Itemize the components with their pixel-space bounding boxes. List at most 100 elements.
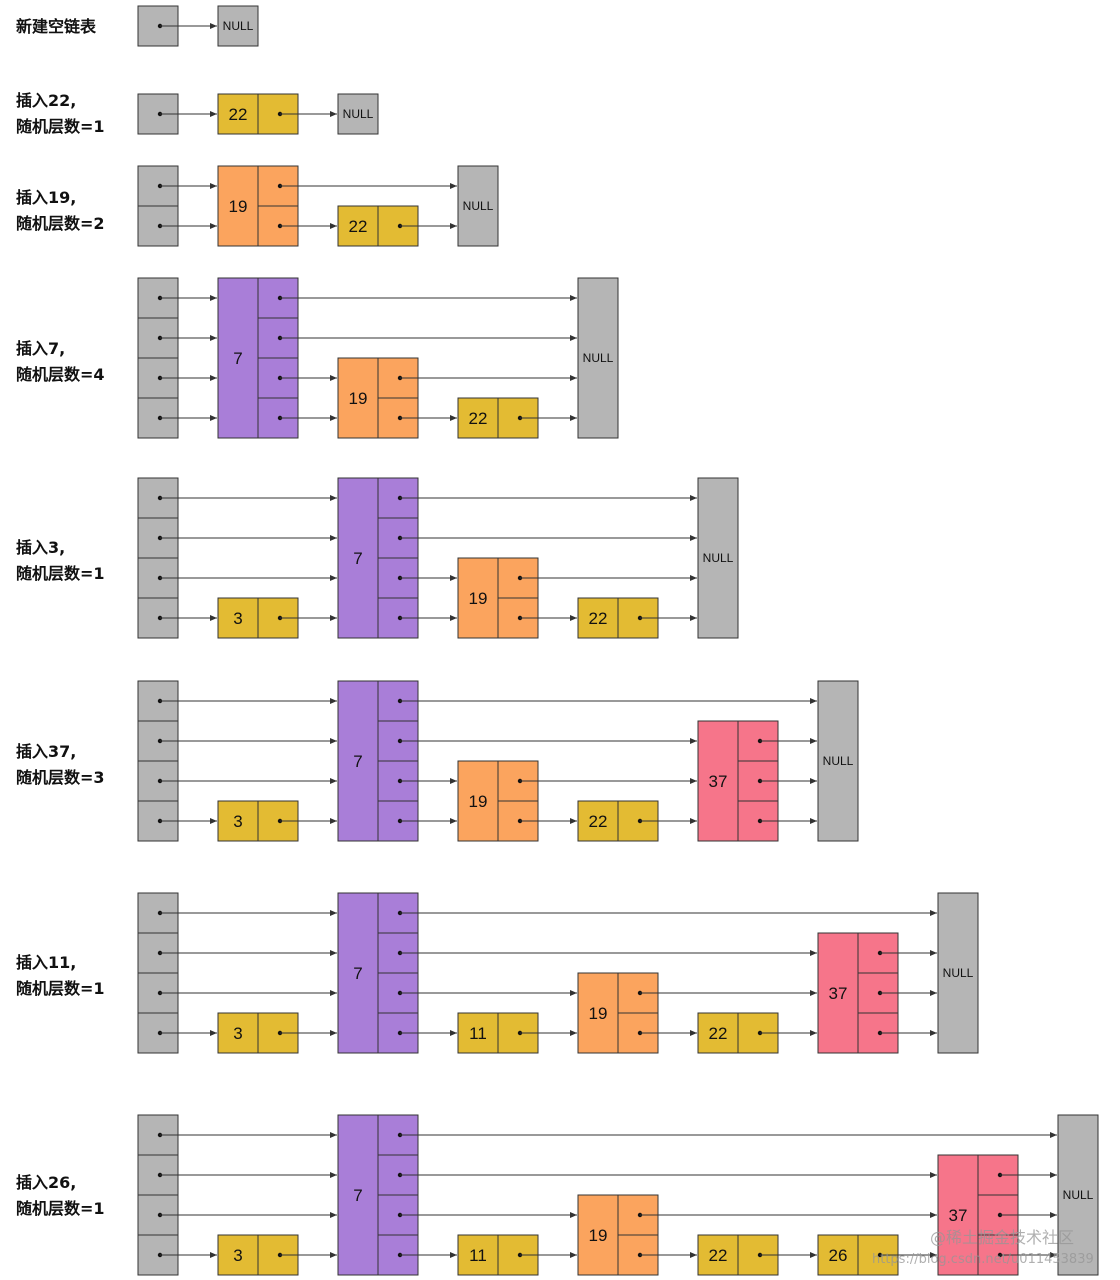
node-value: 3 (233, 1246, 242, 1265)
node-value: 19 (229, 197, 248, 216)
skip-node: 37 (937, 1154, 1019, 1276)
null-label: NULL (1063, 1188, 1094, 1202)
node-value: 22 (589, 812, 608, 831)
node-value: 26 (829, 1246, 848, 1265)
node-value-cell (697, 1234, 739, 1276)
skip-node: 11 (457, 1234, 539, 1276)
head-node (137, 277, 179, 439)
skip-node: 19 (577, 1194, 659, 1276)
node-value-cell (817, 1234, 859, 1276)
node-value: 7 (353, 964, 362, 983)
null-node (337, 93, 379, 135)
node-value: 7 (353, 1186, 362, 1205)
node-value-cell (337, 205, 379, 247)
node-value: 3 (233, 1024, 242, 1043)
null-node (217, 5, 259, 47)
node-value-cell (337, 477, 379, 639)
node-value: 19 (589, 1226, 608, 1245)
node-value-cell (457, 760, 499, 842)
skip-node: 7 (337, 680, 419, 842)
head-node (137, 680, 179, 842)
null-label: NULL (703, 551, 734, 565)
skip-node: 7 (337, 477, 419, 639)
node-value-cell (217, 1012, 259, 1054)
node-value-cell (817, 932, 859, 1054)
node-value-cell (457, 1234, 499, 1276)
node-value-cell (937, 1154, 979, 1276)
skip-node: 7 (337, 1114, 419, 1276)
null-label: NULL (943, 966, 974, 980)
node-value: 7 (353, 549, 362, 568)
skip-node: 19 (217, 165, 299, 247)
watermark: @稀土掘金技术社区 (930, 1228, 1075, 1247)
skip-node: 37 (697, 720, 779, 842)
node-value-cell (217, 1234, 259, 1276)
skip-list-step: NULL (137, 5, 259, 47)
null-label: NULL (463, 199, 494, 213)
null-node (577, 277, 619, 439)
node-value: 19 (469, 792, 488, 811)
node-value: 22 (349, 217, 368, 236)
skip-list-step: 3 7 19 22 NULL (137, 477, 739, 639)
skip-list-step: 19 22 NULL (137, 165, 499, 247)
node-value-cell (337, 357, 379, 439)
skip-node: 19 (457, 557, 539, 639)
node-value: 37 (709, 772, 728, 791)
head-node (137, 892, 179, 1054)
null-label: NULL (583, 351, 614, 365)
node-value-cell (217, 800, 259, 842)
skip-node: 19 (457, 760, 539, 842)
node-value: 22 (709, 1246, 728, 1265)
node-value: 11 (469, 1024, 487, 1043)
null-node (817, 680, 859, 842)
node-value: 22 (469, 409, 488, 428)
node-value-cell (217, 277, 259, 439)
node-value-cell (577, 1194, 619, 1276)
node-value: 22 (709, 1024, 728, 1043)
node-value-cell (457, 1012, 499, 1054)
null-node (937, 892, 979, 1054)
node-value: 19 (469, 589, 488, 608)
null-label: NULL (823, 754, 854, 768)
skip-node: 7 (217, 277, 299, 439)
node-value: 37 (829, 984, 848, 1003)
node-value-cell (217, 597, 259, 639)
skip-node: 19 (577, 972, 659, 1054)
node-value: 22 (589, 609, 608, 628)
node-value: 37 (949, 1206, 968, 1225)
skip-list-step: 7 19 22 NULL (137, 277, 619, 439)
node-value-cell (457, 397, 499, 439)
node-value: 7 (353, 752, 362, 771)
node-value: 3 (233, 609, 242, 628)
node-value-cell (577, 800, 619, 842)
node-value: 11 (469, 1246, 487, 1265)
node-value: 22 (229, 105, 248, 124)
null-label: NULL (343, 107, 374, 121)
skip-node: 19 (337, 357, 419, 439)
head-node (137, 477, 179, 639)
node-value-cell (697, 1012, 739, 1054)
node-value: 19 (589, 1004, 608, 1023)
watermark-url: https://blog.csdn.net/u011453839 (872, 1252, 1094, 1267)
node-value: 3 (233, 812, 242, 831)
head-node (137, 1114, 179, 1276)
node-value: 7 (233, 349, 242, 368)
node-value-cell (577, 972, 619, 1054)
null-label: NULL (223, 19, 254, 33)
node-value-cell (217, 165, 259, 247)
node-value-cell (577, 597, 619, 639)
node-value: 19 (349, 389, 368, 408)
node-value-cell (217, 93, 259, 135)
skip-node: 7 (337, 892, 419, 1054)
skip-node: 22 (337, 205, 419, 247)
skip-list-step: 22 NULL (137, 93, 379, 135)
skip-node: 22 (697, 1234, 779, 1276)
skip-node: 3 (217, 1012, 299, 1054)
null-node (697, 477, 739, 639)
null-node (1057, 1114, 1099, 1276)
skip-node: 22 (577, 800, 659, 842)
